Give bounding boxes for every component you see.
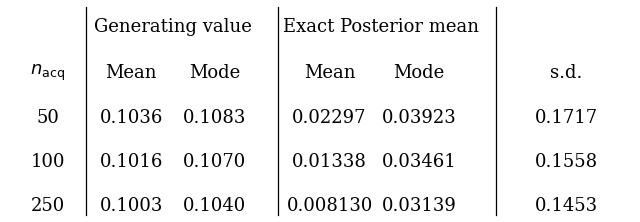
Text: 0.03139: 0.03139: [382, 197, 456, 216]
Text: 0.1070: 0.1070: [183, 153, 246, 171]
Text: Mean: Mean: [106, 64, 157, 82]
Text: 0.02297: 0.02297: [292, 109, 367, 127]
Text: Exact Posterior mean: Exact Posterior mean: [283, 18, 479, 36]
Text: Mean: Mean: [304, 64, 355, 82]
Text: Mode: Mode: [189, 64, 240, 82]
Text: 0.008130: 0.008130: [287, 197, 372, 216]
Text: s.d.: s.d.: [550, 64, 582, 82]
Text: 50: 50: [36, 109, 60, 127]
Text: 100: 100: [31, 153, 65, 171]
Text: 250: 250: [31, 197, 65, 216]
Text: 0.1003: 0.1003: [99, 197, 163, 216]
Text: 0.03923: 0.03923: [382, 109, 456, 127]
Text: 0.1717: 0.1717: [535, 109, 598, 127]
Text: $n_{\mathrm{acq}}$: $n_{\mathrm{acq}}$: [31, 63, 65, 83]
Text: 0.1036: 0.1036: [99, 109, 163, 127]
Text: 0.1083: 0.1083: [182, 109, 246, 127]
Text: 0.1558: 0.1558: [535, 153, 598, 171]
Text: 0.03461: 0.03461: [382, 153, 456, 171]
Text: 0.01338: 0.01338: [292, 153, 367, 171]
Text: 0.1016: 0.1016: [99, 153, 163, 171]
Text: 0.1040: 0.1040: [183, 197, 246, 216]
Text: 0.1453: 0.1453: [535, 197, 598, 216]
Text: Mode: Mode: [394, 64, 445, 82]
Text: Generating value: Generating value: [94, 18, 252, 36]
